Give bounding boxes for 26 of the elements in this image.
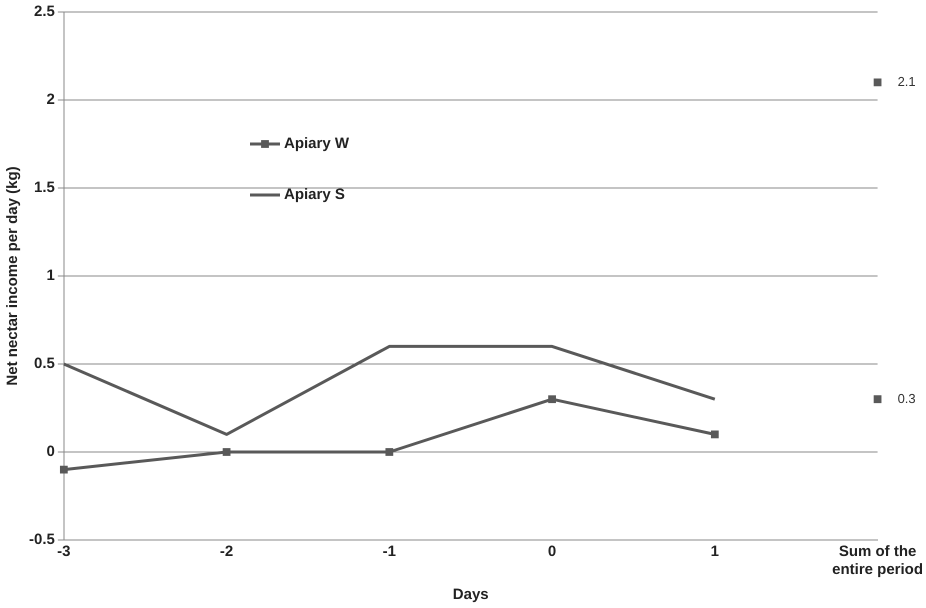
y-tick-label: 1 — [46, 267, 55, 284]
y-tick-label: 2.5 — [34, 3, 55, 20]
legend-label: Apiary S — [284, 186, 345, 203]
y-tick-label: -0.5 — [28, 531, 55, 548]
x-tick-label: -1 — [382, 543, 396, 560]
x-axis-title: Days — [452, 586, 489, 604]
point — [874, 78, 882, 86]
data-label: 0.3 — [898, 390, 916, 406]
y-axis-title: Net nectar income per day (kg) — [4, 166, 22, 386]
point — [60, 466, 68, 474]
x-tick-label: Sum of the entire period — [832, 543, 924, 578]
data-label: 2.1 — [898, 74, 916, 89]
y-tick-label: 2 — [46, 91, 55, 108]
x-tick-label: -3 — [57, 543, 71, 560]
y-tick-label: 0 — [46, 443, 55, 460]
point — [710, 430, 719, 438]
point — [874, 395, 882, 404]
point — [385, 448, 394, 456]
point — [548, 395, 556, 404]
x-tick-label: 1 — [710, 543, 719, 560]
y-tick-label: 1.5 — [34, 179, 55, 196]
x-tick-label: 0 — [548, 543, 556, 560]
legend-label: Apiary W — [284, 135, 350, 152]
y-tick-label: 0.5 — [34, 355, 55, 372]
point — [222, 448, 230, 456]
x-tick-label: -2 — [220, 543, 234, 560]
